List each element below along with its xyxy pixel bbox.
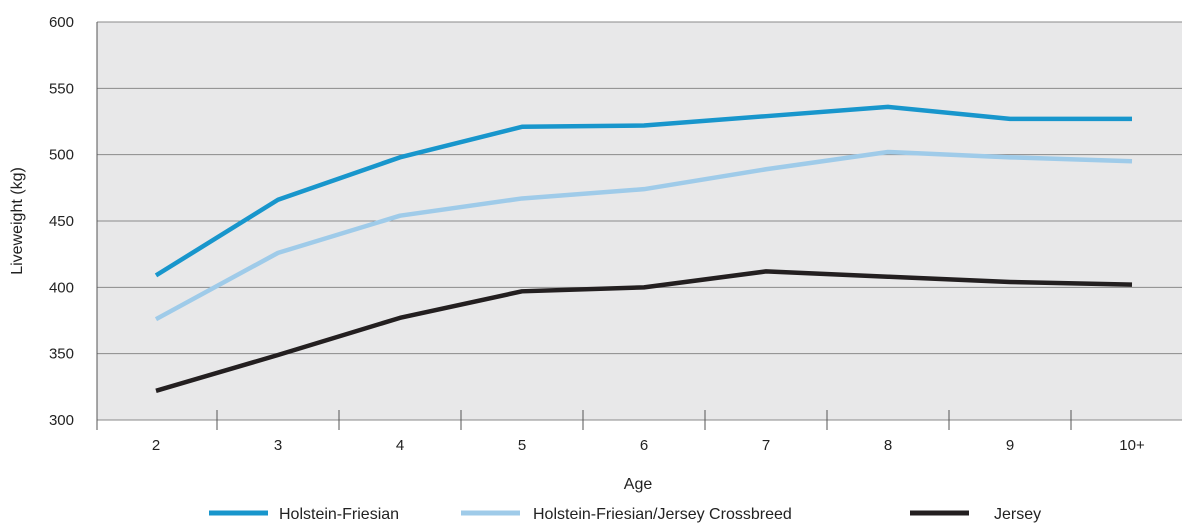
series-line bbox=[155, 269, 1133, 393]
series-line bbox=[154, 149, 1133, 322]
y-tick-label: 600 bbox=[49, 14, 74, 31]
x-tick-label: 5 bbox=[518, 437, 526, 454]
legend-label: Jersey bbox=[994, 506, 1041, 523]
x-tick-label: 3 bbox=[274, 437, 282, 454]
series-line bbox=[154, 104, 1132, 278]
x-tick-label: 7 bbox=[762, 437, 770, 454]
y-tick-label: 450 bbox=[49, 213, 74, 230]
x-axis-title: Age bbox=[624, 476, 653, 493]
y-axis-title: Liveweight (kg) bbox=[9, 167, 26, 275]
x-tick-label: 8 bbox=[884, 437, 892, 454]
y-tick-label: 300 bbox=[49, 412, 74, 429]
axes: 300 350 400 450 500 550 600 2 3 4 5 6 7 8 9 10+ bbox=[49, 14, 1145, 454]
x-tick-label: 6 bbox=[640, 437, 648, 454]
x-tick-label: 9 bbox=[1006, 437, 1014, 454]
y-tick-label: 400 bbox=[49, 279, 74, 296]
y-tick-label: 350 bbox=[49, 346, 74, 363]
x-tick-label: 4 bbox=[396, 437, 404, 454]
legend-label: Holstein-Friesian/Jersey Crossbreed bbox=[533, 506, 792, 523]
legend: Holstein-Friesian Holstein-Friesian/Jerse… bbox=[209, 506, 1041, 523]
x-tick-label: 10+ bbox=[1119, 437, 1145, 454]
y-tick-label: 500 bbox=[49, 147, 74, 164]
x-tick-label: 2 bbox=[152, 437, 160, 454]
legend-label: Holstein-Friesian bbox=[279, 506, 399, 523]
y-tick-label: 550 bbox=[49, 80, 74, 97]
series-lines bbox=[154, 104, 1133, 393]
